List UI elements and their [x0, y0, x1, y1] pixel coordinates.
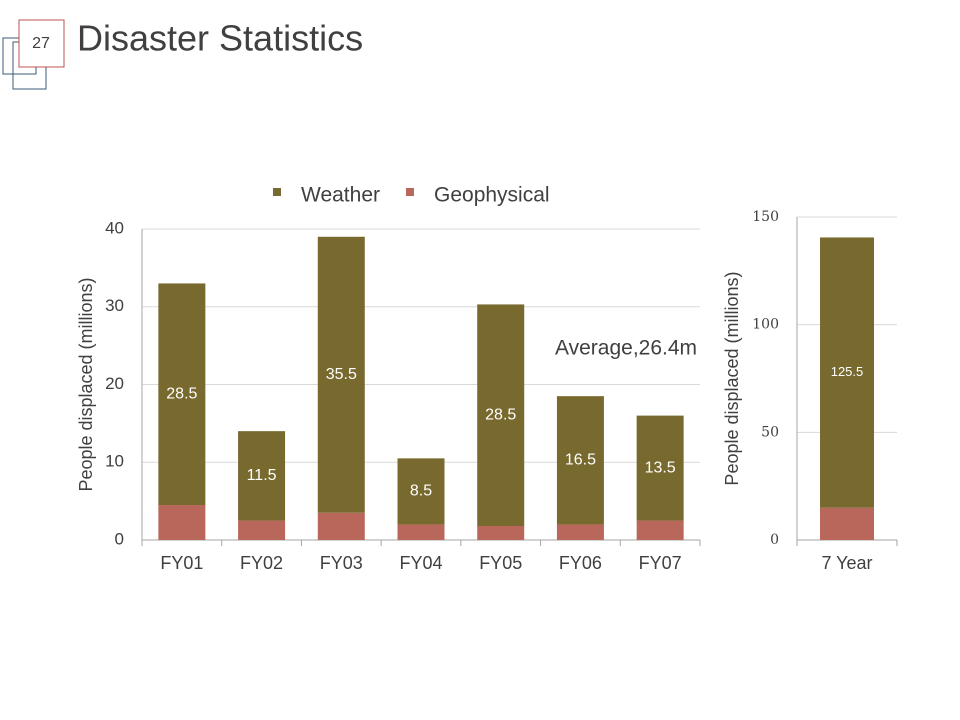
legend-swatch	[406, 188, 414, 196]
bar-segment	[238, 431, 286, 521]
bar-segment	[636, 415, 684, 521]
y-tick-label: 0	[115, 529, 124, 548]
y-tick-label: 100	[752, 317, 779, 333]
y-tick-label: 0	[770, 532, 779, 548]
slide-title: Disaster Statistics	[77, 18, 363, 59]
bar-segment	[820, 237, 874, 508]
y-axis-label: People displaced (millions)	[722, 271, 742, 485]
data-label: 11.5	[247, 467, 277, 484]
bar-segment	[397, 524, 445, 540]
data-label: 13.5	[645, 459, 676, 476]
data-label: 35.5	[326, 366, 357, 383]
legend-swatch	[273, 188, 281, 196]
bar-segment	[158, 505, 206, 540]
bar-segment	[556, 396, 604, 525]
legend-label: Geophysical	[434, 184, 550, 207]
y-tick-label: 10	[105, 452, 124, 471]
slide-number: 27	[32, 35, 50, 52]
bar-segment	[158, 283, 206, 506]
data-label: 125.5	[831, 364, 864, 379]
x-tick-label: FY06	[559, 553, 602, 573]
annotation: Average,26.4m	[555, 337, 697, 360]
bar-segment	[317, 236, 365, 513]
bar-segment	[317, 512, 365, 540]
bar-segment	[477, 526, 525, 540]
data-label: 28.5	[166, 385, 197, 402]
y-tick-label: 30	[105, 296, 124, 315]
x-tick-label: FY05	[479, 553, 522, 573]
y-axis-label: People displaced (millions)	[76, 277, 96, 491]
x-tick-label: 7 Year	[821, 553, 872, 573]
data-label: 8.5	[410, 483, 432, 500]
x-tick-label: FY02	[240, 553, 283, 573]
bar-segment	[397, 458, 445, 525]
bar-segment	[477, 304, 525, 527]
data-label: 28.5	[485, 406, 516, 423]
bar-segment	[238, 520, 286, 540]
x-tick-label: FY07	[639, 553, 682, 573]
legend-label: Weather	[301, 184, 380, 207]
bar-segment	[636, 520, 684, 540]
x-tick-label: FY03	[320, 553, 363, 573]
y-tick-label: 40	[105, 218, 124, 237]
y-tick-label: 20	[105, 374, 124, 393]
slide-number-box	[18, 19, 65, 68]
data-label: 16.5	[565, 452, 596, 469]
y-tick-label: 50	[761, 424, 779, 440]
x-tick-label: FY04	[399, 553, 442, 573]
y-tick-label: 150	[752, 209, 779, 225]
bar-segment	[556, 524, 604, 540]
x-tick-label: FY01	[160, 553, 203, 573]
bar-segment	[820, 507, 874, 540]
